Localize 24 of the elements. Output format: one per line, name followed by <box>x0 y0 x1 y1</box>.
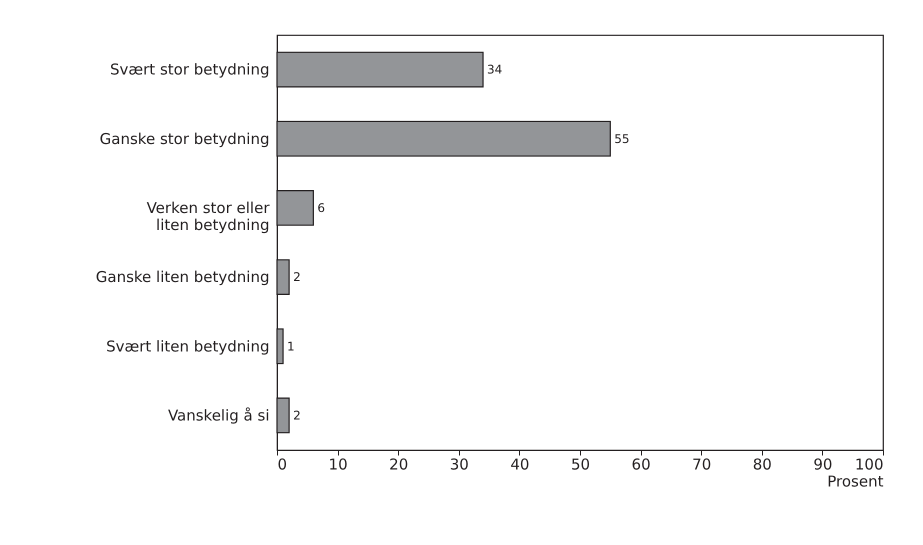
x-tick-label: 100 <box>854 456 884 474</box>
data-label: 2 <box>293 408 301 422</box>
x-tick-label: 40 <box>510 456 530 474</box>
x-tick-label: 20 <box>389 456 408 474</box>
data-label: 55 <box>614 132 630 146</box>
y-tick-label: Ganske liten betydning <box>96 268 270 286</box>
y-tick-label: Ganske stor betydning <box>100 130 270 148</box>
x-tick-label: 60 <box>632 456 651 474</box>
y-tick-label: Svært liten betydning <box>106 337 270 356</box>
data-label: 1 <box>287 339 295 354</box>
x-axis-title: Prosent <box>827 472 884 490</box>
y-tick-label: Verken stor eller liten betydning <box>146 198 270 234</box>
x-tick-label: 50 <box>570 456 590 474</box>
x-tick-label: 80 <box>752 456 772 474</box>
y-tick-label: Vanskelig å si <box>168 406 270 424</box>
x-tick-label: 90 <box>813 456 832 474</box>
y-tick-label: Svært stor betydning <box>110 60 270 79</box>
x-tick-label: 30 <box>450 456 469 474</box>
x-tick-label: 0 <box>278 456 288 474</box>
x-tick-label: 70 <box>692 456 712 474</box>
data-label: 34 <box>487 62 502 77</box>
data-label: 6 <box>317 200 325 215</box>
data-label: 2 <box>293 270 301 284</box>
x-tick-label: 10 <box>328 456 348 474</box>
